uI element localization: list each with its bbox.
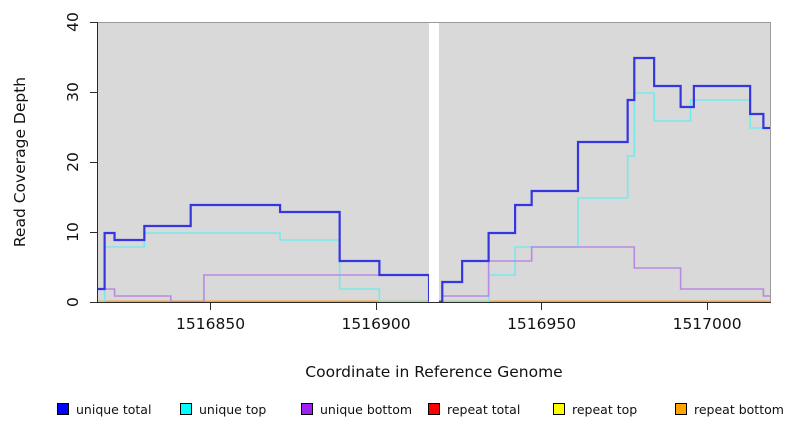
legend-label: repeat bottom (694, 402, 784, 417)
legend-label: unique total (76, 402, 152, 417)
legend-swatch-icon (553, 403, 565, 415)
series-unique-bottom (438, 246, 770, 303)
y-tick-mark (90, 21, 97, 23)
x-tick-label: 1516900 (341, 315, 411, 333)
x-tick-mark (541, 303, 543, 310)
legend-swatch-icon (57, 403, 69, 415)
x-tick-label: 1516950 (507, 315, 577, 333)
y-tick-mark (90, 91, 97, 93)
y-axis-line (97, 22, 98, 303)
y-tick-label: 20 (64, 152, 82, 172)
legend-swatch-icon (301, 403, 313, 415)
y-tick-label: 10 (64, 222, 82, 242)
x-tick-mark (706, 303, 708, 310)
series-unique-bottom (98, 274, 430, 303)
series-unique-total (438, 56, 770, 303)
legend-label: repeat top (572, 402, 638, 417)
x-axis-line (97, 302, 771, 303)
legend-swatch-icon (675, 403, 687, 415)
x-tick-mark (375, 303, 377, 310)
series-unique-top (438, 92, 770, 303)
legend-swatch-icon (428, 403, 440, 415)
legend-swatch-icon (180, 403, 192, 415)
y-axis-title: Read Coverage Depth (11, 76, 29, 248)
y-tick-mark (90, 301, 97, 303)
coverage-gap-band (429, 23, 439, 303)
x-tick-mark (210, 303, 212, 310)
legend-label: unique top (199, 402, 267, 417)
plot-panel (98, 22, 771, 303)
x-tick-label: 1516850 (176, 315, 246, 333)
legend-label: repeat total (447, 402, 521, 417)
step-series-canvas (98, 23, 770, 303)
legend-label: unique bottom (320, 402, 413, 417)
y-tick-label: 30 (64, 82, 82, 102)
y-tick-mark (90, 161, 97, 163)
x-tick-label: 1517000 (672, 315, 742, 333)
y-tick-label: 0 (64, 297, 82, 307)
y-tick-label: 40 (64, 12, 82, 32)
x-axis-title: Coordinate in Reference Genome (305, 363, 563, 381)
y-tick-mark (90, 231, 97, 233)
series-unique-total (98, 203, 431, 302)
